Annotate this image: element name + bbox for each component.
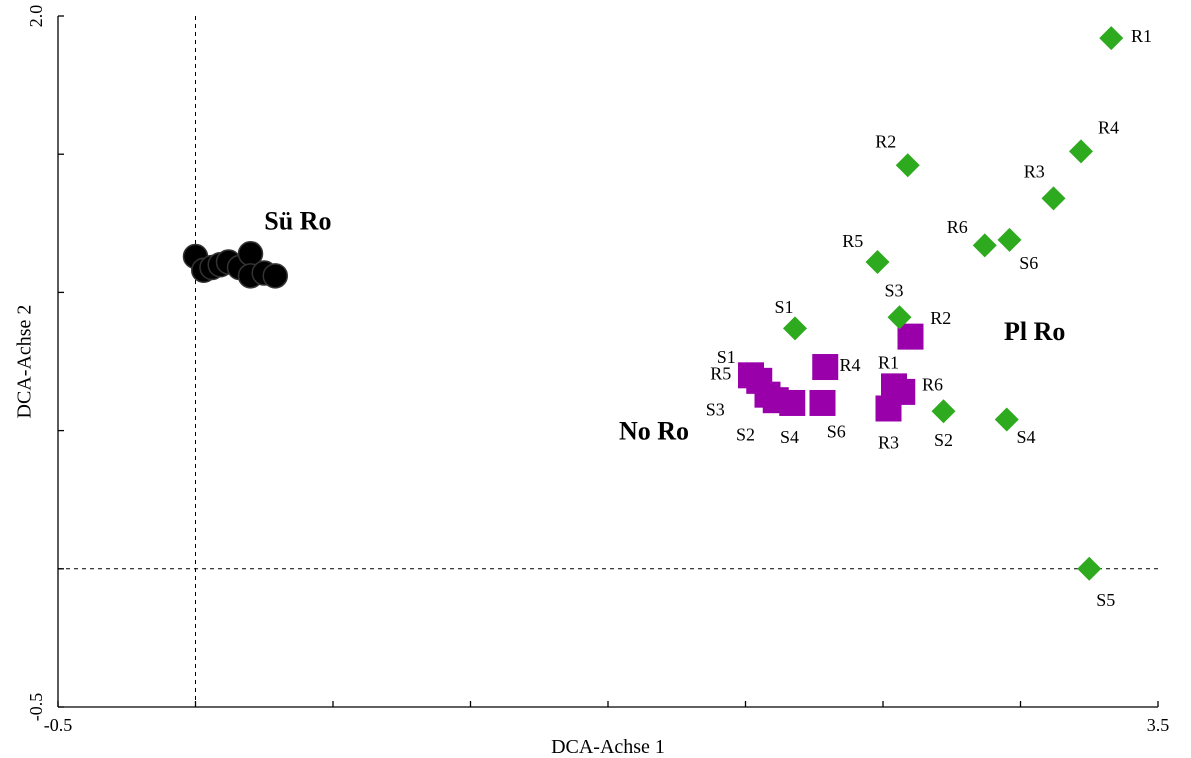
no-ro-square-point bbox=[809, 389, 836, 416]
y-tick-label: 2.0 bbox=[26, 5, 46, 28]
no-ro-point-label: R5 bbox=[710, 363, 731, 383]
no-ro-square-point bbox=[889, 378, 916, 405]
no-ro-point-label: S6 bbox=[827, 421, 846, 441]
no-ro-point-label: S4 bbox=[780, 427, 799, 447]
no-ro-point-label: R1 bbox=[878, 352, 899, 372]
pl-ro-diamond-point bbox=[1077, 556, 1102, 581]
no-ro-square-point bbox=[897, 323, 924, 350]
pl-ro-point-label: S1 bbox=[774, 297, 793, 317]
s-ro-group-label: Sü Ro bbox=[264, 206, 331, 235]
pl-ro-diamond-point bbox=[1069, 139, 1093, 164]
pl-ro-diamond-point bbox=[1041, 186, 1066, 211]
no-ro-point-label: S3 bbox=[706, 399, 725, 419]
y-tick-label: -0.5 bbox=[26, 693, 46, 722]
data-marks bbox=[182, 26, 1124, 581]
pl-ro-diamond-point bbox=[783, 316, 807, 341]
pl-ro-group-label: Pl Ro bbox=[1004, 317, 1065, 346]
no-ro-square-point bbox=[746, 367, 773, 394]
no-ro-point-label: S1 bbox=[717, 347, 736, 367]
pl-ro-point-label: S2 bbox=[934, 430, 953, 450]
pl-ro-point-label: S5 bbox=[1096, 590, 1115, 610]
y-axis-title: DCA-Achse 2 bbox=[14, 305, 36, 419]
no-ro-square-point bbox=[779, 389, 806, 416]
s-ro-circle-point bbox=[262, 263, 288, 289]
pl-ro-point-label: R5 bbox=[842, 231, 863, 251]
x-axis-title: DCA-Achse 1 bbox=[551, 736, 665, 758]
pl-ro-diamond-point bbox=[887, 305, 912, 330]
no-ro-point-label: R3 bbox=[878, 433, 899, 453]
no-ro-point-label: S2 bbox=[736, 424, 755, 444]
pl-ro-point-label: R1 bbox=[1131, 26, 1152, 46]
pl-ro-diamond-point bbox=[931, 399, 956, 424]
pl-ro-point-label: R4 bbox=[1098, 117, 1119, 137]
pl-ro-point-label: S4 bbox=[1016, 427, 1035, 447]
no-ro-point-label: R6 bbox=[922, 375, 943, 395]
point-labels: Sü Ro S1 S3 S2 S4 S6 R4 R5 R3 R1 R6 R2 No Ro R1 R4 R2 R3… bbox=[264, 26, 1152, 610]
pl-ro-diamond-point bbox=[994, 407, 1019, 432]
pl-ro-diamond-point bbox=[865, 249, 890, 274]
x-tick-label: -0.5 bbox=[44, 715, 73, 735]
x-tick-label: 3.5 bbox=[1147, 715, 1170, 735]
pl-ro-point-label: S3 bbox=[884, 281, 903, 301]
pl-ro-diamond-point bbox=[972, 233, 997, 258]
pl-ro-point-label: R3 bbox=[1024, 162, 1045, 182]
no-ro-point-label: R2 bbox=[930, 308, 951, 328]
no-ro-point-label: R4 bbox=[839, 355, 860, 375]
pl-ro-diamond-point bbox=[895, 153, 920, 178]
pl-ro-point-label: S6 bbox=[1019, 253, 1038, 273]
pl-ro-diamond-point bbox=[997, 227, 1022, 252]
no-ro-group-label: No Ro bbox=[619, 416, 689, 445]
pl-ro-point-label: R6 bbox=[947, 217, 968, 237]
pl-ro-diamond-point bbox=[1099, 26, 1124, 51]
no-ro-square-point bbox=[812, 354, 839, 381]
axes: -0.5 3.5 -0.5 2.0 DCA-Achse 1 DCA-Achse 2 bbox=[14, 5, 1170, 758]
pl-ro-point-label: R2 bbox=[875, 131, 896, 151]
